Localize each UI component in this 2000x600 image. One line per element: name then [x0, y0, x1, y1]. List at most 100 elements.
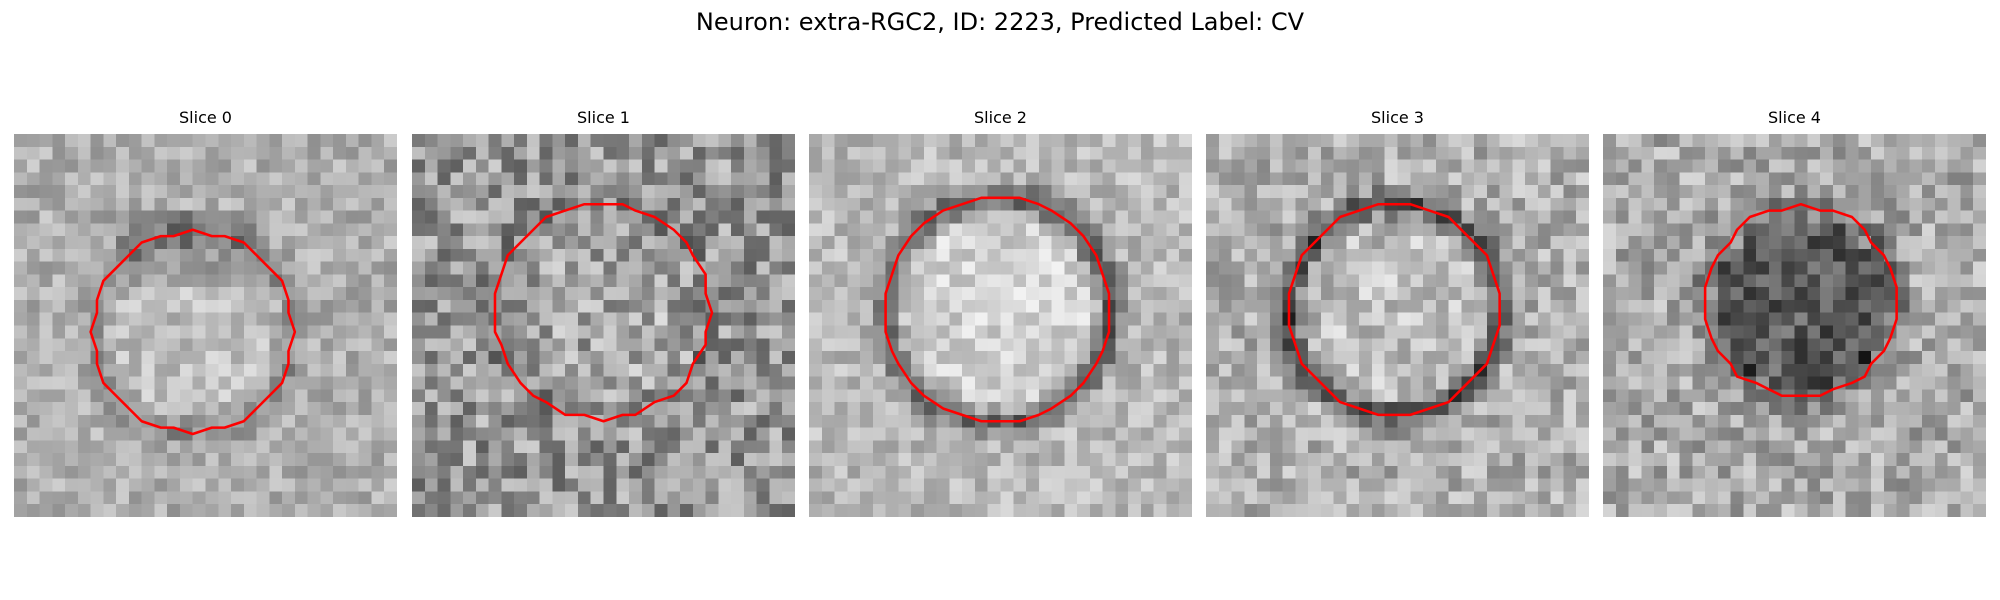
pixel — [488, 491, 502, 505]
pixel — [231, 504, 245, 517]
pixel — [1128, 287, 1142, 301]
pixel — [590, 274, 604, 288]
pixel — [1384, 312, 1398, 326]
pixel — [65, 134, 79, 148]
pixel — [307, 172, 321, 186]
pixel — [1435, 363, 1449, 377]
pixel — [834, 414, 848, 428]
pixel — [1820, 351, 1834, 365]
pixel — [1512, 414, 1526, 428]
pixel — [821, 197, 835, 211]
pixel — [1179, 504, 1192, 517]
pixel — [603, 427, 617, 441]
pixel — [936, 440, 950, 454]
pixel — [885, 172, 899, 186]
pixel — [821, 376, 835, 390]
pixel — [782, 427, 795, 441]
pixel — [1320, 325, 1334, 339]
pixel — [103, 312, 117, 326]
pixel — [1756, 478, 1770, 492]
pixel — [743, 478, 757, 492]
pixel — [1883, 351, 1897, 365]
pixel — [1615, 414, 1629, 428]
pixel — [1845, 185, 1859, 199]
pixel — [1218, 402, 1232, 416]
pixel — [424, 287, 438, 301]
pixel — [1140, 351, 1154, 365]
pixel — [1320, 363, 1334, 377]
pixel — [898, 453, 912, 467]
pixel — [1896, 325, 1910, 339]
pixel — [333, 440, 347, 454]
pixel — [1499, 351, 1513, 365]
pixel — [898, 159, 912, 173]
pixel — [1486, 146, 1500, 160]
pixel — [731, 197, 745, 211]
pixel — [384, 414, 397, 428]
pixel — [1089, 299, 1103, 313]
pixel — [1730, 363, 1744, 377]
pixel — [1781, 159, 1795, 173]
pixel — [1448, 504, 1462, 517]
pixel — [501, 146, 515, 160]
pixel — [463, 376, 477, 390]
pixel — [1435, 274, 1449, 288]
pixel — [680, 299, 694, 313]
pixel — [424, 478, 438, 492]
pixel — [1359, 159, 1373, 173]
pixel — [205, 440, 219, 454]
pixel — [1896, 453, 1910, 467]
pixel — [1486, 287, 1500, 301]
pixel — [1295, 402, 1309, 416]
pixel — [654, 236, 668, 250]
pixel — [256, 427, 270, 441]
pixel — [1000, 185, 1014, 199]
pixel — [1896, 287, 1910, 301]
pixel — [1832, 402, 1846, 416]
pixel — [962, 312, 976, 326]
pixel — [1089, 210, 1103, 224]
pixel — [1832, 363, 1846, 377]
pixel — [192, 491, 206, 505]
pixel — [629, 491, 643, 505]
pixel — [141, 453, 155, 467]
pixel — [1576, 274, 1589, 288]
pixel — [1641, 440, 1655, 454]
pixel — [1934, 274, 1948, 288]
pixel — [1717, 299, 1731, 313]
pixel — [526, 210, 540, 224]
pixel — [1883, 453, 1897, 467]
figure-title: Neuron: extra-RGC2, ID: 2223, Predicted … — [695, 8, 1305, 36]
pixel — [90, 389, 104, 403]
pixel — [154, 172, 168, 186]
pixel — [1077, 453, 1091, 467]
pixel — [90, 402, 104, 416]
pixel — [974, 440, 988, 454]
pixel — [77, 223, 91, 237]
pixel — [1973, 312, 1986, 326]
pixel — [974, 402, 988, 416]
pixel — [1013, 504, 1027, 517]
pixel — [1346, 248, 1360, 262]
pixel — [345, 287, 359, 301]
pixel — [333, 325, 347, 339]
pixel — [898, 261, 912, 275]
pixel — [911, 146, 925, 160]
pixel — [756, 197, 770, 211]
pixel — [552, 491, 566, 505]
pixel — [847, 159, 861, 173]
pixel — [1883, 146, 1897, 160]
pixel — [1038, 478, 1052, 492]
pixel — [756, 185, 770, 199]
pixel — [1768, 465, 1782, 479]
pixel — [1218, 427, 1232, 441]
pixel — [1384, 134, 1398, 148]
pixel — [39, 504, 53, 517]
pixel — [1615, 261, 1629, 275]
pixel — [65, 172, 79, 186]
pixel — [847, 223, 861, 237]
pixel — [1333, 312, 1347, 326]
pixel — [1960, 172, 1974, 186]
pixel — [179, 287, 193, 301]
pixel — [1781, 134, 1795, 148]
